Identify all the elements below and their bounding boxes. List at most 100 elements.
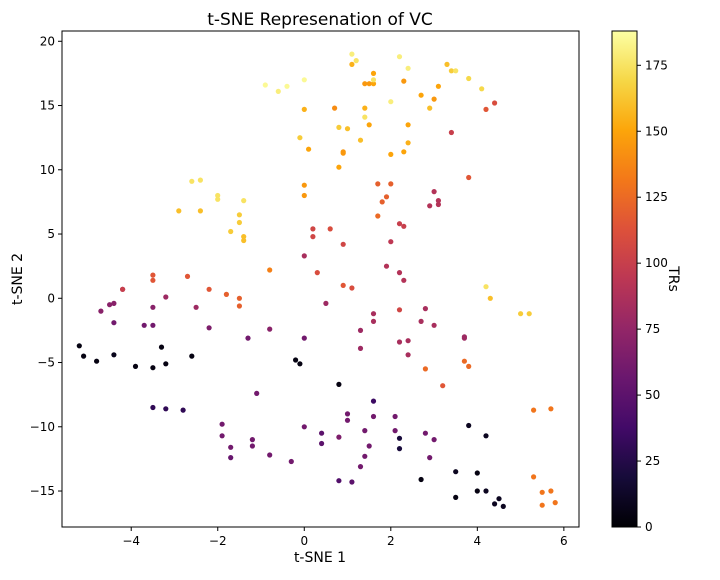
scatter-point xyxy=(405,65,411,71)
scatter-point xyxy=(500,503,506,509)
scatter-point xyxy=(336,434,342,440)
scatter-point xyxy=(94,358,100,364)
x-tick-label: 6 xyxy=(560,534,568,548)
scatter-point xyxy=(150,272,156,278)
scatter-point xyxy=(444,61,450,67)
x-axis-label: t-SNE 1 xyxy=(294,550,346,566)
scatter-point xyxy=(422,430,428,436)
scatter-point xyxy=(150,304,156,310)
scatter-point xyxy=(379,199,385,205)
scatter-point xyxy=(453,68,459,74)
scatter-point xyxy=(163,406,169,412)
scatter-point xyxy=(180,407,186,413)
scatter-point xyxy=(539,489,545,495)
scatter-point xyxy=(349,479,355,485)
scatter-point xyxy=(396,54,403,60)
y-axis: −15 −10 −5 0 5 10 15 20 xyxy=(30,34,62,498)
y-tick-label: 5 xyxy=(47,227,55,241)
scatter-point xyxy=(236,219,242,226)
scatter-point xyxy=(336,164,342,170)
scatter-point xyxy=(245,335,251,341)
y-tick-label: 15 xyxy=(40,99,55,113)
colorbar xyxy=(611,30,638,528)
scatter-point xyxy=(349,51,355,57)
scatter-point xyxy=(193,304,199,310)
scatter-point xyxy=(539,502,545,508)
colorbar-tick-label: 50 xyxy=(645,388,660,402)
scatter-point xyxy=(219,421,225,427)
scatter-point xyxy=(366,443,372,449)
scatter-point xyxy=(431,189,437,195)
scatter-point xyxy=(184,273,191,279)
scatter-point xyxy=(344,126,351,132)
y-tick-label: −15 xyxy=(30,484,55,498)
scatter-point xyxy=(396,446,403,452)
scatter-point xyxy=(228,444,234,450)
scatter-point xyxy=(284,83,290,89)
scatter-point xyxy=(405,352,411,358)
scatter-point xyxy=(349,61,355,67)
scatter-point xyxy=(150,277,156,283)
scatter-point xyxy=(461,358,467,364)
scatter-point xyxy=(401,149,407,155)
chart-title: t-SNE Represenation of VC xyxy=(207,10,433,30)
scatter-point xyxy=(396,221,403,227)
x-tick-label: 2 xyxy=(387,534,395,548)
scatter-point xyxy=(228,455,234,461)
scatter-point xyxy=(492,501,498,507)
scatter-point xyxy=(132,363,139,369)
scatter-point xyxy=(357,345,364,351)
scatter-point xyxy=(267,267,273,273)
scatter-point xyxy=(531,407,537,413)
scatter-point xyxy=(336,478,342,484)
scatter-point xyxy=(370,81,377,87)
scatter-point xyxy=(362,453,368,459)
y-tick-label: 10 xyxy=(40,163,55,177)
y-tick-label: 20 xyxy=(40,34,55,48)
scatter-point xyxy=(548,406,554,412)
scatter-point xyxy=(483,106,489,112)
scatter-point xyxy=(483,433,489,439)
scatter-point xyxy=(223,291,229,297)
scatter-point xyxy=(301,253,307,259)
scatter-point xyxy=(431,322,437,328)
scatter-point xyxy=(370,318,377,324)
scatter-point xyxy=(466,363,472,369)
scatter-point xyxy=(297,135,303,141)
scatter-point xyxy=(197,208,203,214)
scatter-point xyxy=(401,223,407,229)
scatter-point xyxy=(340,282,346,288)
x-tick-label: −4 xyxy=(122,534,140,548)
scatter-point xyxy=(362,114,368,120)
scatter-point xyxy=(310,226,316,232)
scatter-point xyxy=(301,182,307,188)
scatter-point xyxy=(111,320,117,326)
scatter-point xyxy=(366,81,372,87)
scatter-point xyxy=(453,494,459,500)
scatter-point xyxy=(228,228,234,235)
scatter-point xyxy=(370,77,377,83)
scatter-point xyxy=(405,338,411,344)
scatter-point xyxy=(435,198,441,204)
scatter-point xyxy=(370,70,377,76)
scatter-point xyxy=(215,192,221,199)
scatter-point xyxy=(370,398,377,404)
scatter-point xyxy=(336,381,342,387)
scatter-point xyxy=(349,285,355,291)
scatter-point xyxy=(301,335,307,341)
scatter-point xyxy=(531,474,537,480)
scatter-point xyxy=(111,352,117,358)
scatter-point xyxy=(479,86,485,92)
x-tick-label: 4 xyxy=(474,534,482,548)
scatter-point xyxy=(370,311,377,317)
scatter-point xyxy=(405,140,411,146)
scatter-point xyxy=(383,194,390,200)
scatter-point xyxy=(435,201,441,208)
scatter-point xyxy=(353,58,359,64)
scatter-point xyxy=(388,99,394,105)
scatter-point xyxy=(492,100,498,106)
scatter-point xyxy=(357,464,364,470)
scatter-point xyxy=(357,137,364,143)
scatter-point xyxy=(275,88,281,94)
